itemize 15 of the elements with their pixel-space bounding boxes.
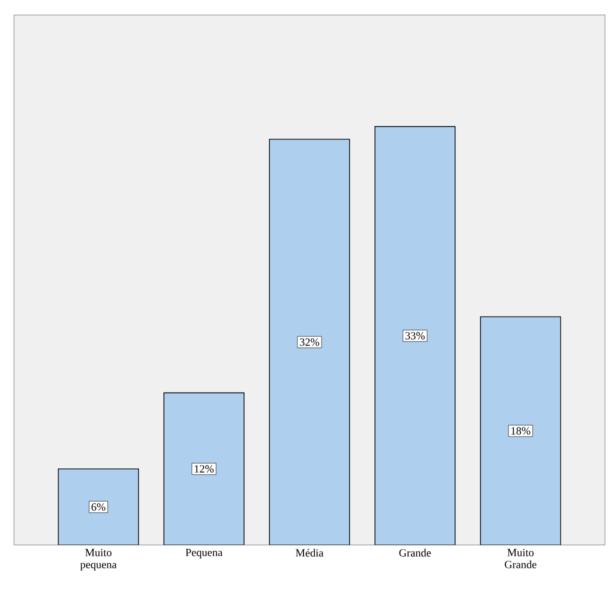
x-tick-label: Muito Grande bbox=[504, 548, 536, 568]
x-tick-label: Grande bbox=[399, 548, 431, 557]
x-tick-label: Muito pequena bbox=[80, 548, 117, 570]
data-label: 18% bbox=[511, 427, 530, 435]
bar bbox=[58, 468, 139, 545]
data-label: 6% bbox=[92, 503, 106, 511]
data-label: 33% bbox=[405, 332, 425, 340]
bar bbox=[269, 139, 350, 545]
data-label: 32% bbox=[300, 338, 320, 346]
bar bbox=[480, 316, 562, 545]
data-label: 12% bbox=[194, 465, 214, 473]
bar bbox=[374, 126, 456, 545]
bar bbox=[164, 392, 244, 545]
x-tick-label: Pequena bbox=[186, 548, 222, 558]
x-tick-label: Média bbox=[296, 548, 324, 557]
